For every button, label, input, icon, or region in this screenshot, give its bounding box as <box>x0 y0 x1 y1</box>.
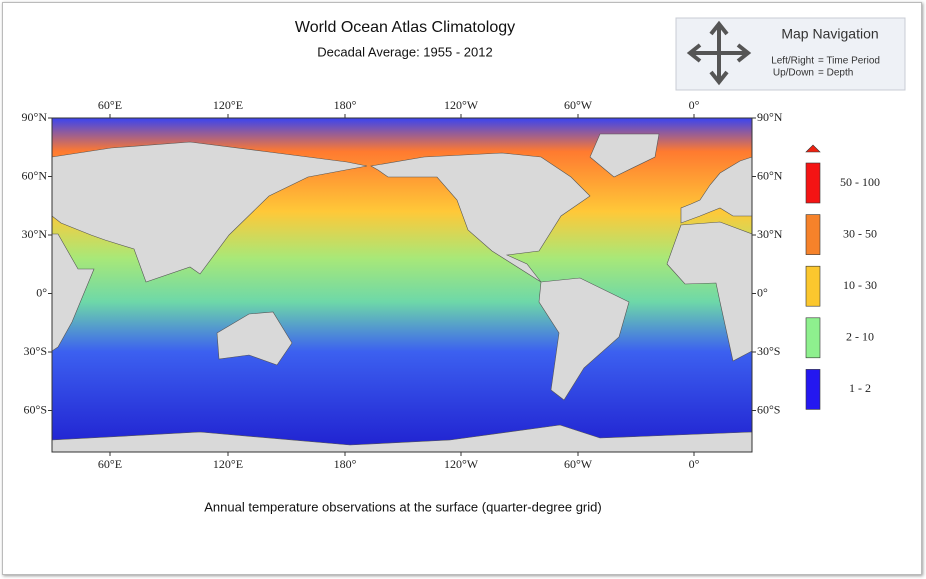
longitude-label: 60°W <box>564 457 593 471</box>
latitude-label: 0° <box>757 285 768 299</box>
legend-swatch <box>805 317 821 359</box>
latitude-label: 30°S <box>757 344 780 358</box>
caption: Annual temperature observations at the s… <box>204 499 601 514</box>
map-border <box>51 117 753 453</box>
nav-key: Up/Down <box>773 68 814 79</box>
longitude-label: 0° <box>689 98 700 112</box>
longitude-label: 180° <box>334 98 357 112</box>
navigation-title: Map Navigation <box>781 26 878 42</box>
longitude-label: 120°E <box>213 457 243 471</box>
longitude-label: 120°W <box>444 98 479 112</box>
longitude-label: 60°E <box>98 98 122 112</box>
longitude-label: 180° <box>334 457 357 471</box>
latitude-label: 90°N <box>757 110 783 124</box>
subtitle: Decadal Average: 1955 - 2012 <box>317 44 492 59</box>
legend-label: 1 - 2 <box>849 381 871 395</box>
legend-label: 30 - 50 <box>843 226 877 240</box>
legend-label: 50 - 100 <box>840 175 880 189</box>
nav-action: = Depth <box>818 68 853 79</box>
legend-label: 2 - 10 <box>846 330 874 344</box>
latitude-label: 30°N <box>757 227 783 241</box>
legend-swatch <box>805 162 821 204</box>
latitude-label: 30°S <box>24 344 47 358</box>
latitude-label: 60°N <box>757 168 783 182</box>
title: World Ocean Atlas Climatology <box>295 19 515 36</box>
longitude-label: 60°E <box>98 457 122 471</box>
legend-swatch <box>805 265 821 307</box>
longitude-label: 120°E <box>213 98 243 112</box>
navigation-panel[interactable]: Map Navigation Left/Right = Time Period … <box>675 17 906 91</box>
latitude-label: 30°N <box>22 227 48 241</box>
latitude-label: 90°N <box>22 110 48 124</box>
legend-overflow-arrow <box>805 144 821 153</box>
map <box>51 117 753 453</box>
nav-key: Left/Right <box>771 56 814 67</box>
land <box>51 133 753 453</box>
nav-action: = Time Period <box>818 56 880 67</box>
longitude-label: 120°W <box>444 457 479 471</box>
navigation-arrows[interactable] <box>686 20 752 86</box>
legend-label: 10 - 30 <box>843 278 877 292</box>
latitude-label: 60°S <box>757 402 780 416</box>
latitude-label: 60°S <box>24 402 47 416</box>
latitude-label: 0° <box>36 285 47 299</box>
legend-swatch <box>805 214 821 255</box>
legend-swatch <box>805 369 821 410</box>
longitude-label: 60°W <box>564 98 593 112</box>
longitude-label: 0° <box>689 457 700 471</box>
latitude-label: 60°N <box>22 168 48 182</box>
